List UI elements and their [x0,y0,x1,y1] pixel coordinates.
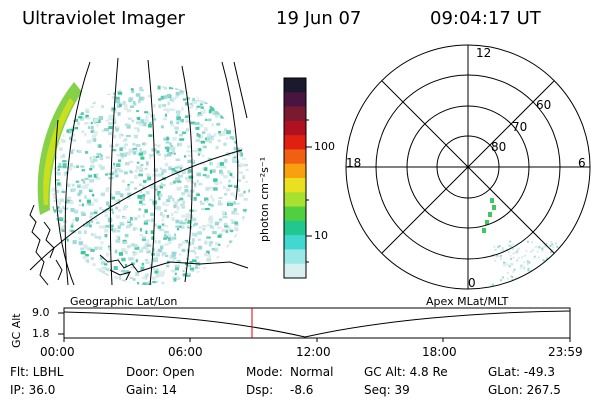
colorbar-segment [284,263,306,279]
colorbar-segment [284,220,306,236]
colorbar-segment [284,206,306,222]
colorbar-segment [284,163,306,179]
strip-x-tick-0600: 06:00 [168,345,203,359]
info-mode-label: Mode: [246,365,283,379]
mlt-label-18: 18 [346,156,362,170]
colorbar [283,77,312,279]
strip-y-tick-1-8: 1.8 [32,327,50,340]
coastline [29,204,249,286]
altitude-curve [63,310,571,338]
polar-plot [345,44,591,290]
info-gc-alt: GC Alt: 4.8 Re [364,365,448,379]
geographic-label: Geographic Lat/Lon [70,295,178,308]
info-glat: GLat: -49.3 [488,365,555,379]
colorbar-segment [284,192,306,208]
strip-x-tick-0000: 00:00 [40,345,75,359]
colorbar-unit-label: photon cm⁻²s⁻¹ [258,156,271,242]
info-ip: IP: 36.0 [10,383,56,397]
info-seq: Seq: 39 [364,383,410,397]
colorbar-segment [284,92,306,108]
info-dsp-value: -8.6 [290,383,314,397]
info-mode-value: Normal [290,365,334,379]
mlt-label-6: 6 [578,156,586,170]
time-label: 09:04:17 UT [430,8,541,29]
info-glon: GLon: 267.5 [488,383,561,397]
mlat-label-80: 80 [491,140,507,154]
mlat-label-70: 70 [512,120,528,134]
colorbar-segment [284,249,306,265]
strip-y-axis-label: GC Alt [10,313,23,348]
colorbar-segment [284,235,306,250]
mlt-label-12: 12 [476,46,492,60]
strip-y-tick-9: 9.0 [32,306,50,319]
instrument-title: Ultraviolet Imager [22,8,185,29]
colorbar-tick-10: 10 [314,229,328,242]
info-gain: Gain: 14 [126,383,177,397]
strip-x-tick-1200: 12:00 [296,345,331,359]
apex-label: Apex MLat/MLT [426,295,509,308]
info-dsp-label: Dsp: [246,383,274,397]
colorbar-tick-100: 100 [314,140,335,153]
colorbar-segment [284,106,306,122]
colorbar-segment [284,120,306,136]
mlt-label-0: 0 [468,276,476,290]
mlat-label-60: 60 [536,98,552,112]
strip-x-tick-2359: 23:59 [548,345,583,359]
earth-image [29,57,250,286]
strip-x-tick-1800: 18:00 [422,345,457,359]
info-flt: Flt: LBHL [10,365,64,379]
colorbar-segment [284,78,306,93]
colorbar-segment [284,178,306,193]
colorbar-segment [284,135,306,150]
colorbar-segment [284,149,306,165]
info-door: Door: Open [126,365,195,379]
date-label: 19 Jun 07 [276,8,362,29]
altitude-strip [58,307,571,342]
